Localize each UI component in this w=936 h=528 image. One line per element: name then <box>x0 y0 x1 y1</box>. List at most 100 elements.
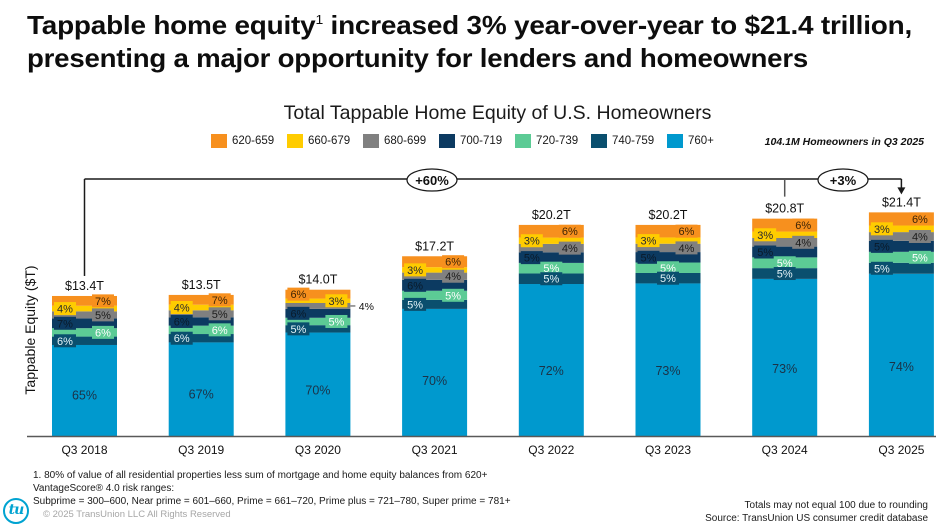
bar-segment-700-719 <box>518 252 584 263</box>
segment-label: 5% <box>95 310 111 322</box>
segment-label: 65% <box>72 389 97 403</box>
segment-label: 4% <box>174 302 190 314</box>
segment-label: 4% <box>57 304 73 316</box>
segment-label: 4% <box>562 243 578 255</box>
title-text-after: increased 3% year-over-year to $21.4 tri… <box>322 10 913 40</box>
segment-label: 3% <box>641 236 657 248</box>
bar-total-label: $17.2T <box>415 239 454 253</box>
bar-segment-760-plus <box>52 344 117 436</box>
legend-item-660-679: 660-679 <box>287 134 363 148</box>
segment-label: 6% <box>407 280 423 292</box>
segment-label: 6% <box>679 226 695 238</box>
segment-label-background <box>558 241 581 255</box>
bar-total-label: $13.4T <box>65 279 104 293</box>
page-title-line-1: Tappable home equity1 increased 3% year-… <box>27 10 912 41</box>
segment-label-background <box>287 287 310 301</box>
segment-label-background <box>208 293 231 307</box>
bar-segment-720-739 <box>868 251 934 263</box>
segment-label-background <box>657 271 679 285</box>
segment-label: 4% <box>912 231 928 243</box>
segment-label-background <box>54 334 76 348</box>
legend-label: 660-679 <box>308 135 351 147</box>
bar-segment-720-739 <box>52 328 117 337</box>
bar-total-label: $13.5T <box>182 278 221 292</box>
legend-swatch <box>667 134 683 148</box>
segment-label-background <box>754 245 777 259</box>
transunion-logo-icon: tu <box>3 498 29 524</box>
segment-label: 72% <box>539 364 564 378</box>
segment-label: 3% <box>524 236 540 248</box>
growth-badge-yoy-label: +3% <box>830 173 857 188</box>
segment-label-background <box>657 261 679 275</box>
segment-label-background <box>870 222 893 236</box>
segment-label-background <box>870 239 893 253</box>
bar-segment-700-719 <box>752 246 818 258</box>
bar-segment-680-699 <box>168 310 234 318</box>
segment-label-background <box>208 323 231 337</box>
segment-label: 6% <box>174 333 190 345</box>
segment-label: 5% <box>912 252 928 264</box>
segment-label: 7% <box>212 295 228 307</box>
legend-label: 700-719 <box>460 135 503 147</box>
segment-label-background <box>792 218 815 232</box>
bar-segment-760-plus <box>868 273 934 436</box>
bar-segment-760-plus <box>168 342 234 436</box>
bar-segment-700-719 <box>168 317 234 326</box>
segment-label: 7% <box>95 296 111 308</box>
segment-label-background <box>675 241 698 255</box>
segment-label: 7% <box>57 318 73 330</box>
bar-segment-740-759 <box>52 336 117 345</box>
bar-segment-680-699 <box>402 272 468 280</box>
source-note: Source: TransUnion US consumer credit da… <box>705 513 928 524</box>
segment-label: 5% <box>290 324 306 336</box>
bar-segment-760-plus <box>285 332 351 436</box>
bar-segment-660-679 <box>402 267 468 273</box>
x-axis-tick-label: Q3 2022 <box>528 443 574 457</box>
segment-label: 5% <box>777 258 793 270</box>
segment-label-background <box>325 294 348 308</box>
segment-label-background <box>637 234 660 248</box>
segment-label-background <box>520 234 543 248</box>
segment-label: 73% <box>772 362 797 376</box>
segment-label-background <box>170 331 193 345</box>
legend-swatch <box>515 134 531 148</box>
segment-label-background <box>287 322 310 336</box>
legend-item-680-699: 680-699 <box>363 134 439 148</box>
legend-label: 740-759 <box>612 135 655 147</box>
segment-label-background <box>558 224 581 238</box>
bar-segment-720-739 <box>168 325 234 335</box>
segment-label: 5% <box>212 309 228 321</box>
segment-label-background <box>870 261 893 275</box>
growth-badge-5yr-oval <box>406 168 458 192</box>
segment-label-background <box>442 288 465 302</box>
rounding-note: Totals may not equal 100 due to rounding <box>744 500 928 511</box>
segment-label-background <box>92 294 114 308</box>
segment-label: 5% <box>777 269 793 281</box>
segment-label: 6% <box>290 289 306 301</box>
footnote-vantagescore: VantageScore® 4.0 risk ranges: <box>33 483 175 494</box>
segment-label-background <box>908 229 931 243</box>
bar-segment-660-679 <box>285 298 351 303</box>
segment-label: 5% <box>543 263 559 275</box>
title-text-before: Tappable home equity <box>27 10 316 40</box>
legend-swatch <box>439 134 455 148</box>
segment-label-background <box>170 300 193 314</box>
segment-label-background <box>675 224 698 238</box>
segment-label-background <box>540 261 563 275</box>
bar-segment-660-679 <box>635 237 701 244</box>
arrow-down-icon <box>897 187 906 195</box>
legend-label: 620-659 <box>232 135 275 147</box>
bar-total-label: $21.4T <box>882 195 921 209</box>
bar-segment-720-739 <box>402 290 468 300</box>
legend-swatch <box>287 134 303 148</box>
segment-label: 70% <box>305 384 330 398</box>
x-axis-tick-label: Q3 2021 <box>412 443 458 457</box>
segment-label-background <box>908 212 931 226</box>
bar-segment-680-699 <box>52 311 117 319</box>
segment-label: 4% <box>679 243 695 255</box>
legend-item-620-659: 620-659 <box>211 134 287 148</box>
bar-total-label: $20.8T <box>765 202 804 216</box>
segment-label: 3% <box>407 265 423 277</box>
bar-segment-700-719 <box>635 252 701 263</box>
